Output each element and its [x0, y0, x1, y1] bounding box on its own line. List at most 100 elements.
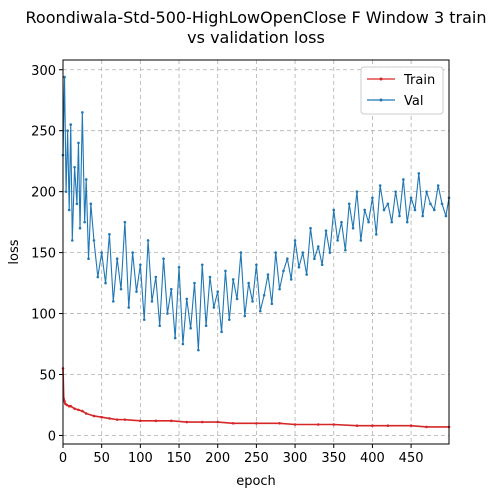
train-data-point: [316, 423, 320, 426]
train-data-point: [425, 425, 428, 429]
val-data-point: [142, 318, 146, 321]
val-data-point: [181, 342, 185, 346]
train-data-point: [293, 423, 297, 426]
train-data-point: [278, 421, 281, 425]
val-data-point: [398, 214, 401, 218]
y-tick-label: 250: [31, 125, 56, 140]
val-data-point: [282, 269, 285, 273]
train-data-point: [65, 403, 69, 407]
y-tick-label: 150: [31, 247, 56, 262]
y-tick-label: 50: [39, 369, 56, 384]
x-axis-label: epoch: [236, 474, 276, 489]
val-data-point: [67, 208, 71, 212]
y-tick-label: 100: [31, 308, 56, 323]
val-data-point: [104, 281, 107, 285]
val-data-point: [81, 111, 84, 114]
legend-val-marker: [379, 98, 383, 102]
val-data-point: [286, 257, 289, 261]
y-tick-label: 300: [31, 64, 56, 79]
train-data-point: [355, 424, 359, 428]
legend: Train Val: [360, 66, 444, 115]
legend-train-marker: [379, 77, 383, 81]
val-data-point: [289, 278, 293, 281]
val-data-point: [158, 324, 161, 328]
val-data-point: [119, 287, 123, 291]
val-data-point: [347, 202, 351, 206]
train-data-point: [100, 415, 103, 419]
val-data-point: [73, 165, 76, 169]
train-data-point: [123, 418, 127, 421]
chart-title-line-1: Roondiwala-Std-500-HighLowOpenClose F Wi…: [26, 8, 487, 27]
val-data-point: [135, 290, 138, 293]
val-data-point: [436, 184, 440, 187]
train-data-point: [231, 421, 235, 425]
val-data-point: [262, 293, 266, 297]
val-data-point: [200, 263, 204, 267]
train-data-point: [185, 420, 189, 424]
train-data-point: [63, 400, 66, 403]
chart-title-line-2: vs validation loss: [187, 28, 325, 47]
val-data-point: [425, 190, 428, 193]
val-data-point: [123, 220, 127, 224]
x-tick-label: 0: [59, 451, 67, 466]
val-data-point: [77, 141, 80, 145]
val-data-point: [197, 348, 200, 352]
val-data-point: [405, 220, 409, 224]
train-data-point: [154, 419, 158, 423]
val-data-point: [359, 239, 363, 242]
val-data-point: [108, 233, 111, 236]
x-tick-label: 150: [167, 451, 192, 466]
val-data-point: [224, 269, 227, 273]
val-data-point: [69, 123, 73, 126]
val-data-point: [131, 251, 134, 254]
val-data-point: [92, 239, 96, 242]
val-data-point: [255, 263, 258, 267]
val-data-point: [309, 226, 312, 230]
val-data-point: [84, 178, 88, 181]
legend-val-label: Val: [404, 94, 423, 109]
val-data-point: [433, 208, 436, 212]
train-data-point: [81, 409, 84, 413]
train-data-point: [139, 419, 142, 423]
val-data-point: [220, 330, 223, 334]
val-data-point: [344, 248, 347, 252]
y-tick-label: 0: [48, 429, 56, 444]
val-data-point: [111, 300, 115, 303]
val-data-point: [386, 202, 390, 206]
val-data-point: [374, 233, 378, 236]
val-data-point: [251, 300, 254, 303]
val-data-point: [189, 326, 192, 330]
val-data-point: [66, 129, 69, 132]
val-data-point: [150, 300, 154, 303]
val-data-point: [212, 306, 216, 309]
train-data-point: [170, 419, 173, 423]
train-data-point: [73, 407, 76, 410]
legend-train-label: Train: [403, 73, 435, 88]
val-data-point: [332, 208, 336, 212]
val-data-point: [63, 75, 66, 79]
val-data-point: [301, 251, 305, 254]
x-tick-label: 250: [244, 451, 269, 466]
val-data-point: [208, 275, 212, 279]
x-tick-label: 400: [360, 451, 385, 466]
train-data-point: [371, 424, 374, 428]
val-data-point: [64, 190, 68, 193]
val-data-point: [204, 324, 208, 328]
val-data-point: [278, 287, 281, 291]
val-data-point: [75, 202, 79, 206]
val-data-point: [193, 281, 196, 285]
val-data-point: [173, 336, 177, 340]
val-data-point: [170, 287, 173, 291]
x-tick-label: 450: [399, 451, 424, 466]
val-data-point: [313, 257, 316, 261]
series-layer: [61, 75, 451, 429]
val-data-point: [378, 184, 382, 187]
val-data-point: [216, 290, 220, 293]
val-data-point: [162, 257, 165, 261]
val-data-point: [235, 297, 239, 301]
val-data-point: [293, 239, 297, 242]
x-tick-label: 350: [321, 451, 346, 466]
val-data-point: [390, 220, 394, 224]
val-data-point: [89, 202, 93, 206]
